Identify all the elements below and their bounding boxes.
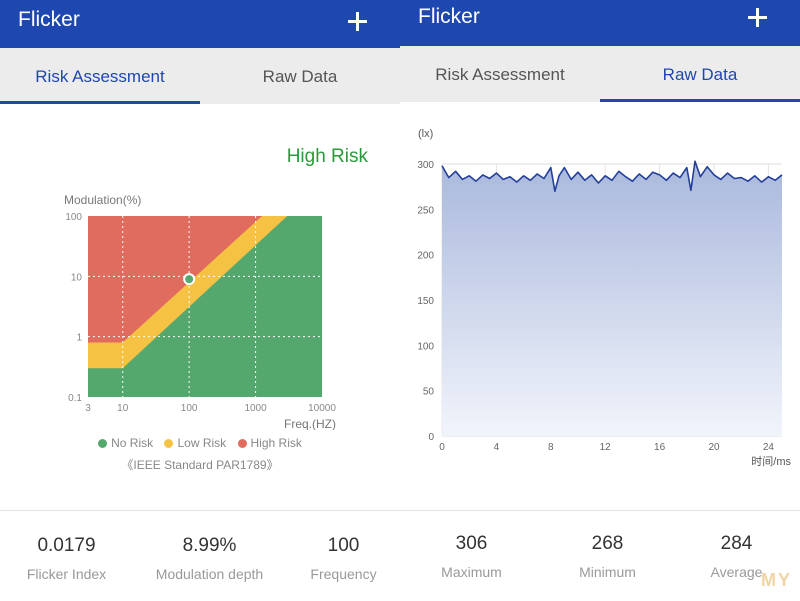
x-tick-label: 20 (708, 442, 720, 453)
x-tick-label: 24 (763, 442, 775, 453)
x-tick-label: 4 (494, 442, 500, 453)
stat-label: Average (710, 564, 763, 580)
stat-value: 268 (591, 533, 624, 554)
divider (400, 510, 800, 511)
stat-frequency: 100 Frequency (277, 535, 400, 582)
risk-assessment-screen: Flicker Risk Assessment Raw Data High Ri… (0, 0, 400, 601)
tab-risk-assessment[interactable]: Risk Assessment (435, 65, 565, 84)
app-bar: Flicker (400, 0, 800, 46)
y-tick-label: 250 (417, 205, 434, 216)
x-tick-label: 10000 (308, 403, 336, 414)
tab-raw-data[interactable]: Raw Data (262, 67, 338, 86)
stats-row: 0.0179 Flicker Index 8.99% Modulation de… (0, 535, 400, 601)
raw-data-chart: (lx) 时间/ms 0 50 100 150 200 250 300 0 4 8 12 16 20 24 (417, 128, 791, 468)
x-tick-label: 10 (117, 403, 129, 414)
y-tick-label: 10 (71, 272, 83, 283)
y-axis-label: Modulation(%) (64, 193, 141, 207)
standard-reference: 《IEEE Standard PAR1789》 (121, 458, 279, 472)
x-tick-label: 16 (654, 442, 666, 453)
legend-swatch (164, 439, 174, 448)
y-tick-label: 0 (428, 432, 434, 443)
app-bar: Flicker (0, 0, 400, 48)
stat-average: 284 Average (670, 533, 800, 580)
legend-item: No Risk (98, 436, 153, 450)
tab-bar: Risk Assessment Raw Data (400, 46, 800, 102)
legend-label: Low Risk (177, 436, 227, 450)
y-tick-label: 1 (76, 333, 82, 344)
risk-chart: Modulation(%) Freq.(HZ) 3 10 100 1000 10000 0… (64, 193, 336, 430)
stat-maximum: 306 Maximum (405, 533, 538, 580)
chart-legend: No Risk Low Risk High Risk (0, 436, 400, 450)
legend-label: High Risk (250, 436, 302, 450)
x-tick-label: 3 (85, 403, 91, 414)
stat-flicker-index: 0.0179 Flicker Index (0, 535, 133, 582)
legend-item: High Risk (237, 436, 302, 450)
x-tick-label: 12 (600, 442, 612, 453)
stat-value: 100 (327, 535, 360, 556)
y-tick-label: 50 (423, 387, 435, 398)
stats-row: 306 Maximum 268 Minimum 284 Average (400, 533, 800, 601)
legend-label: No Risk (111, 436, 154, 450)
divider (0, 510, 400, 511)
stat-value: 284 (720, 533, 753, 554)
stat-label: Minimum (579, 564, 636, 580)
measurement-marker (183, 273, 196, 286)
y-tick-label: 100 (417, 341, 434, 352)
x-tick-label: 0 (439, 442, 445, 453)
legend-swatch (237, 439, 247, 448)
x-tick-label: 1000 (244, 403, 267, 414)
stat-label: Maximum (441, 564, 502, 580)
app-title: Flicker (418, 5, 480, 28)
x-tick-label: 100 (181, 403, 198, 414)
y-tick-label: 300 (417, 160, 434, 171)
series-area (442, 161, 782, 437)
tab-risk-assessment[interactable]: Risk Assessment (0, 48, 200, 104)
y-axis-unit: (lx) (418, 128, 433, 140)
stat-value: 0.0179 (37, 535, 96, 556)
high-risk-region (88, 216, 263, 343)
legend-swatch (98, 439, 108, 448)
y-tick-label: 0.1 (68, 393, 82, 404)
y-tick-label: 200 (417, 251, 434, 262)
x-tick-label: 8 (548, 442, 554, 453)
series-line (441, 160, 783, 192)
stat-value: 306 (455, 533, 488, 554)
stat-value: 8.99% (182, 535, 237, 556)
raw-data-screen: Flicker Risk Assessment Raw Data (lx) 时间… (400, 0, 800, 601)
stat-label: Flicker Index (26, 566, 107, 582)
add-icon[interactable] (344, 8, 372, 36)
tab-raw-data[interactable]: Raw Data (600, 46, 800, 102)
stat-label: Modulation depth (155, 566, 264, 582)
add-icon[interactable] (744, 4, 772, 32)
y-tick-label: 150 (417, 296, 434, 307)
risk-level-label: High Risk (286, 146, 368, 167)
stat-minimum: 268 Minimum (541, 533, 674, 580)
x-axis-label: Freq.(HZ) (284, 417, 336, 430)
stat-modulation-depth: 8.99% Modulation depth (143, 535, 276, 582)
x-axis-unit: 时间/ms (751, 455, 791, 468)
app-title: Flicker (18, 8, 80, 31)
y-tick-label: 100 (65, 212, 82, 223)
stat-label: Frequency (310, 566, 377, 582)
watermark: MY (761, 570, 792, 590)
tab-bar: Risk Assessment Raw Data (0, 48, 400, 104)
legend-item: Low Risk (164, 436, 226, 450)
